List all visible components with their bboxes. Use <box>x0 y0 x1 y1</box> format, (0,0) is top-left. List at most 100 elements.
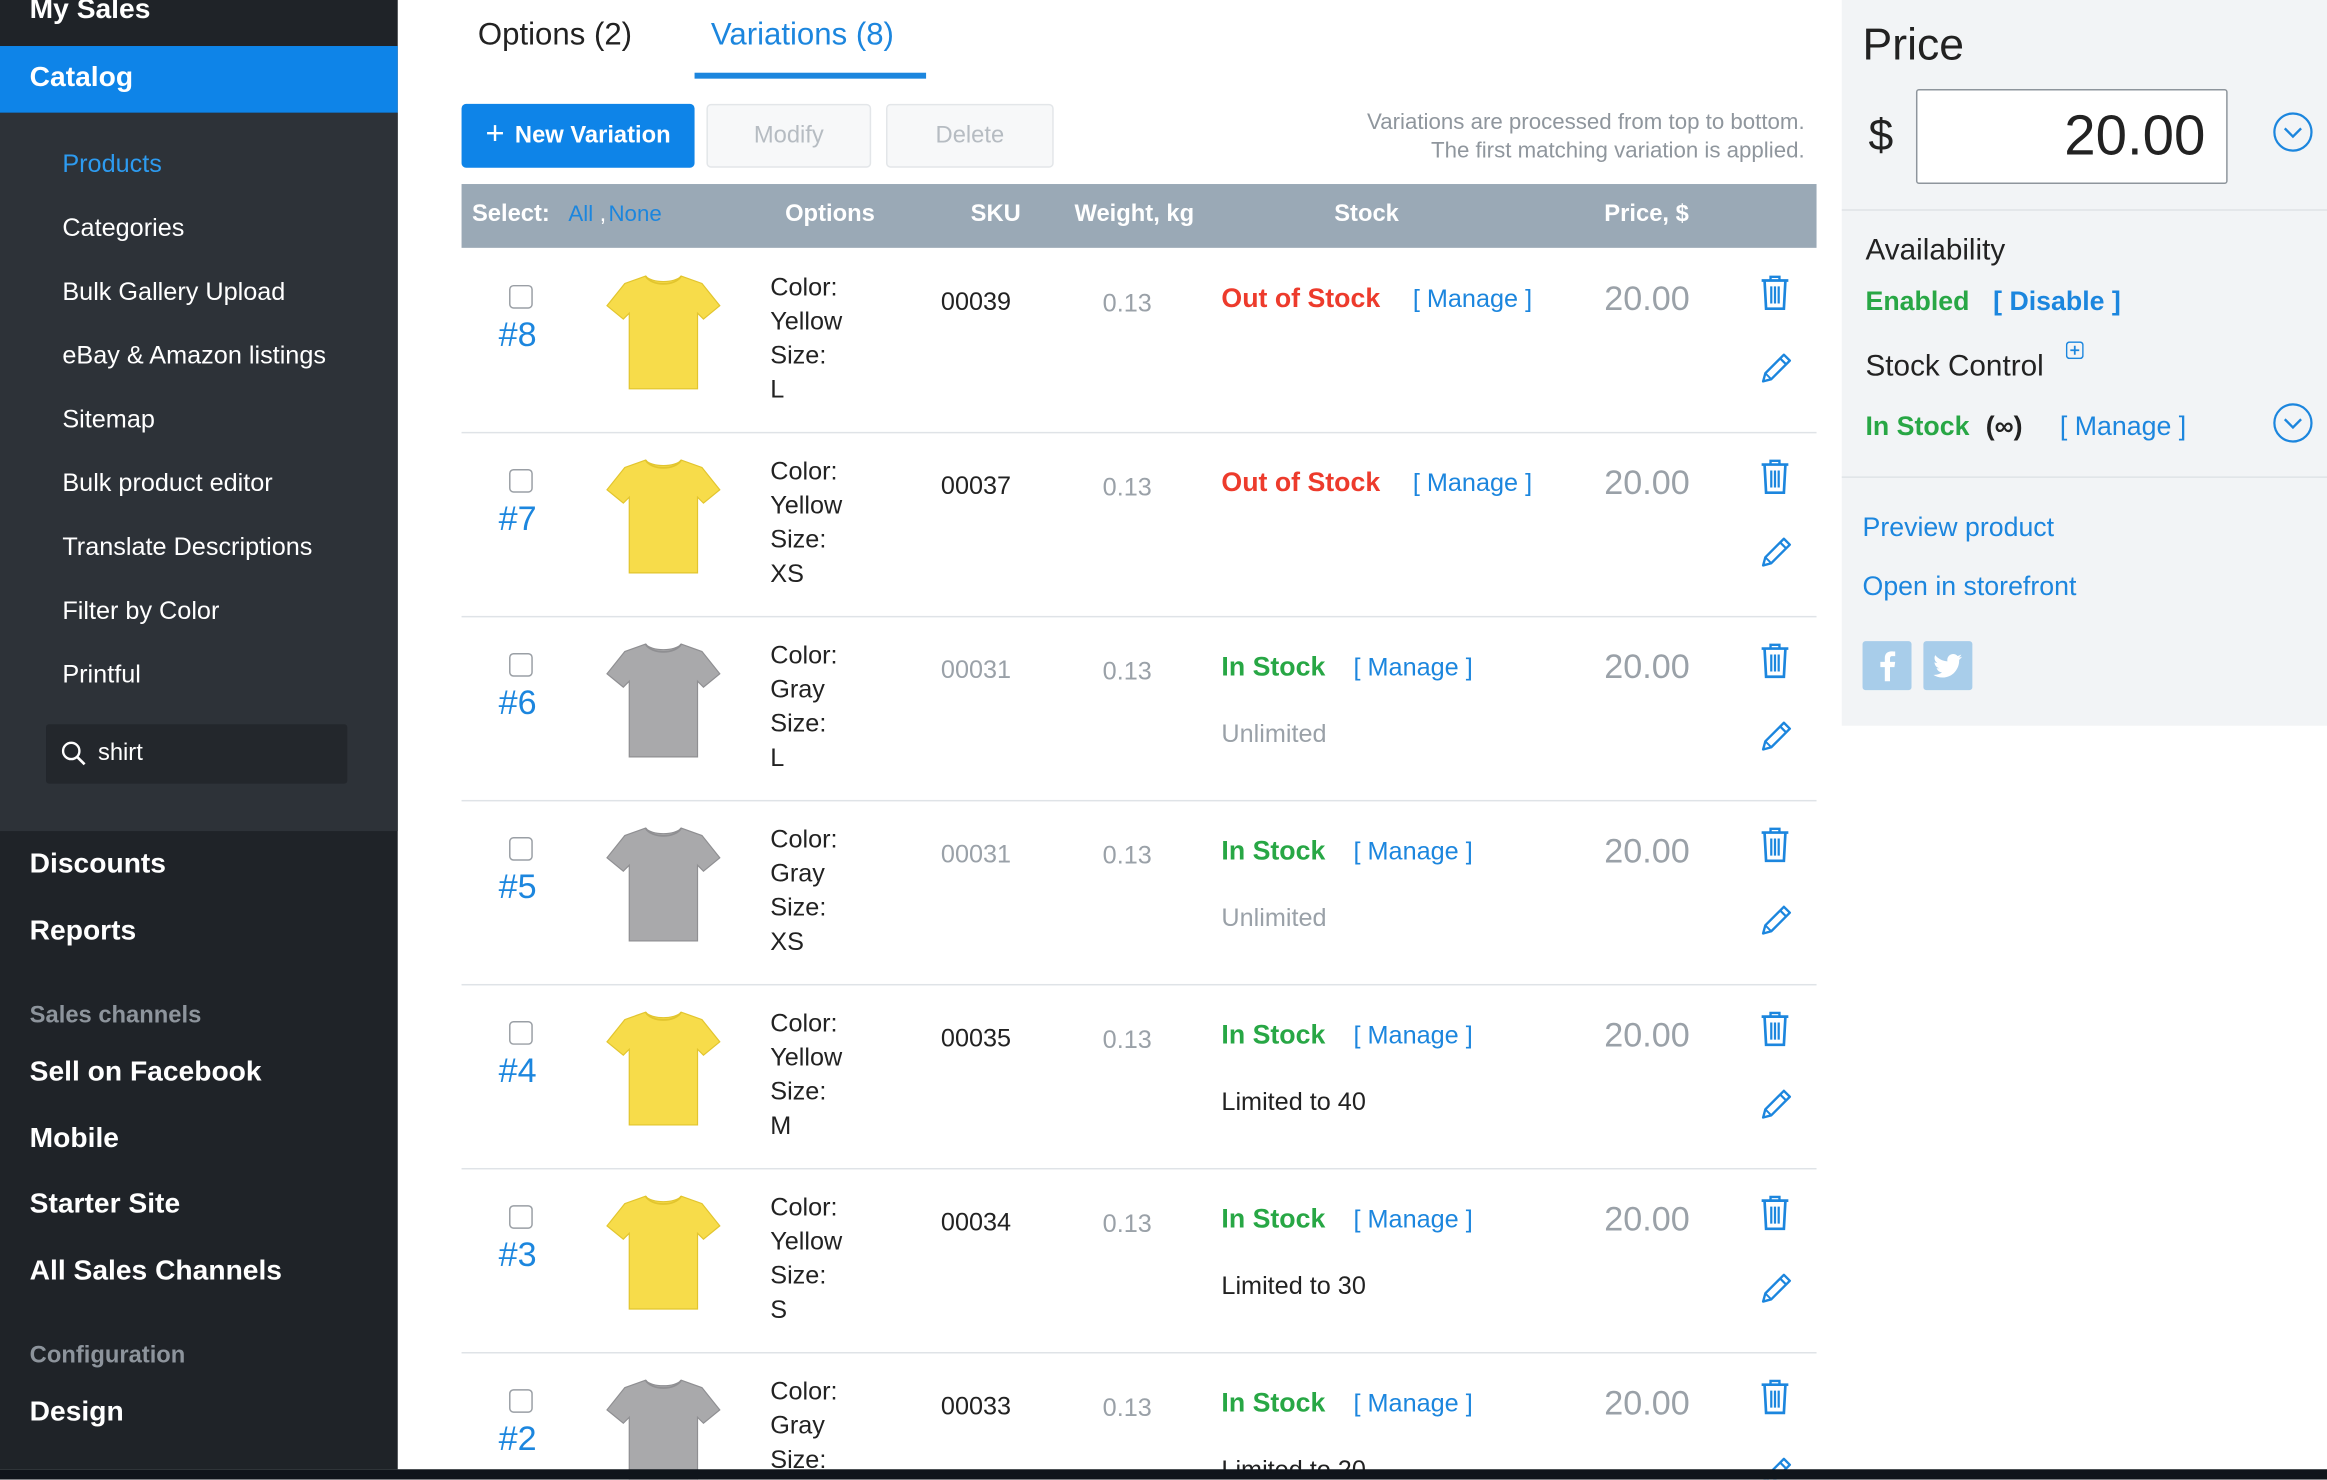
info-plus-icon[interactable] <box>2065 341 2084 360</box>
stock-status: In Stock <box>1865 411 1970 441</box>
sidebar-subitem-filter-by-color[interactable]: Filter by Color <box>62 596 220 625</box>
row-checkbox[interactable] <box>509 284 533 309</box>
column-header-sku: SKU <box>970 201 1021 228</box>
variation-sku: 00031 <box>940 655 1012 685</box>
trash-icon[interactable] <box>1759 273 1792 312</box>
pencil-icon[interactable] <box>1759 1270 1795 1306</box>
tab-options[interactable]: Options (2) <box>477 17 633 52</box>
sidebar-item-reports[interactable]: Reports <box>29 915 137 947</box>
row-checkbox[interactable] <box>509 1021 533 1045</box>
row-checkbox[interactable] <box>509 468 533 493</box>
trash-icon[interactable] <box>1759 1377 1792 1416</box>
twitter-share-button[interactable] <box>1923 641 1973 691</box>
option-color-value: Yellow <box>770 1043 843 1072</box>
pencil-icon[interactable] <box>1759 902 1795 938</box>
sidebar-item-discounts[interactable]: Discounts <box>29 848 167 881</box>
preview-product-link[interactable]: Preview product <box>1862 512 2055 542</box>
option-size-label: Size: <box>770 1445 827 1474</box>
plus-icon: + <box>485 114 505 152</box>
chevron-down-circle-icon[interactable] <box>2272 402 2314 444</box>
pencil-icon[interactable] <box>1759 718 1795 754</box>
trash-icon[interactable] <box>1759 457 1792 496</box>
row-checkbox[interactable] <box>509 653 533 677</box>
sidebar-item-starter-site[interactable]: Starter Site <box>29 1188 181 1220</box>
new-variation-button[interactable]: + New Variation <box>461 103 695 168</box>
sidebar-item-sell-on-facebook[interactable]: Sell on Facebook <box>29 1056 262 1088</box>
sidebar-subitem-translate-descriptions[interactable]: Translate Descriptions <box>62 532 313 561</box>
sidebar-section-configuration: Configuration <box>29 1343 186 1369</box>
variation-options: Color: Yellow Size: S <box>770 1190 904 1327</box>
stock-control-label: Stock Control <box>1865 350 2044 383</box>
sidebar-item-mobile[interactable]: Mobile <box>29 1123 119 1155</box>
option-size-value: M <box>770 1111 792 1140</box>
twitter-icon <box>1933 654 1962 678</box>
panel-divider <box>1841 476 2327 478</box>
facebook-share-button[interactable] <box>1862 641 1912 691</box>
stock-status: In Stock <box>1221 651 1326 682</box>
search-icon <box>61 741 86 766</box>
column-header-options: Options <box>785 201 875 228</box>
sidebar-subitem-categories[interactable]: Categories <box>62 213 185 242</box>
open-in-storefront-link[interactable]: Open in storefront <box>1862 571 2077 602</box>
disable-link[interactable]: [ Disable ] <box>1993 286 2121 317</box>
table-row[interactable]: #3 Color: Yellow Size: S 00034 0.13 In Stock [ M… <box>461 1169 1817 1354</box>
table-row[interactable]: #4 Color: Yellow Size: M 00035 0.13 In Stock [ M… <box>461 985 1817 1170</box>
manage-stock-link[interactable]: [ Manage ] <box>1412 284 1533 314</box>
sidebar-subitem-sitemap[interactable]: Sitemap <box>62 405 155 434</box>
option-color-value: Gray <box>770 1411 825 1440</box>
select-none-link[interactable]: None <box>608 201 662 228</box>
trash-icon[interactable] <box>1759 1193 1792 1232</box>
variation-number: #6 <box>498 682 537 722</box>
trash-icon[interactable] <box>1759 641 1792 680</box>
manage-stock-link[interactable]: [ Manage ] <box>1353 1021 1473 1050</box>
manage-stock-link[interactable]: [ Manage ] <box>1353 837 1473 866</box>
tab-variations[interactable]: Variations (8) <box>710 17 894 52</box>
row-checkbox[interactable] <box>509 1389 533 1413</box>
manage-stock-link[interactable]: [ Manage ] <box>1412 468 1533 498</box>
variation-sku: 00034 <box>940 1208 1012 1237</box>
pencil-icon[interactable] <box>1759 350 1795 386</box>
sidebar-search <box>46 724 348 784</box>
row-checkbox[interactable] <box>509 1205 533 1229</box>
price-input[interactable] <box>1915 89 2228 185</box>
variation-sku: 00039 <box>940 287 1012 317</box>
select-all-link[interactable]: All <box>568 201 594 228</box>
sidebar-subitem-bulk-gallery-upload[interactable]: Bulk Gallery Upload <box>62 277 286 306</box>
sidebar-item-all-sales-channels[interactable]: All Sales Channels <box>29 1255 283 1287</box>
sidebar-subitem-ebay-amazon[interactable]: eBay & Amazon listings <box>62 341 326 370</box>
pencil-icon[interactable] <box>1759 534 1795 570</box>
sidebar-subitem-printful[interactable]: Printful <box>62 660 141 689</box>
table-row[interactable]: #6 Color: Gray Size: L 00031 0.13 In Stock [ Man… <box>461 617 1817 802</box>
variation-options: Color: Gray Size: <box>770 1374 904 1476</box>
pencil-icon[interactable] <box>1759 1086 1795 1122</box>
trash-icon[interactable] <box>1759 825 1792 864</box>
option-color-value: Gray <box>770 675 825 704</box>
modify-button[interactable]: Modify <box>706 103 872 168</box>
manage-stock-link[interactable]: [ Manage ] <box>1353 1389 1473 1418</box>
chevron-down-circle-icon[interactable] <box>2272 111 2314 153</box>
sidebar-item-design[interactable]: Design <box>29 1396 124 1428</box>
manage-stock-link[interactable]: [ Manage ] <box>1353 653 1473 682</box>
catalog-submenu: Products Categories Bulk Gallery Upload … <box>0 112 398 832</box>
manage-stock-link[interactable]: [ Manage ] <box>1353 1205 1473 1234</box>
table-row[interactable]: #7 Color: Yellow Size: XS 00037 0.13 Out of Sto… <box>461 433 1817 618</box>
sidebar-subitem-products[interactable]: Products <box>62 149 162 179</box>
table-row[interactable]: #5 Color: Gray Size: XS 00031 0.13 In Stock [ Ma… <box>461 801 1817 986</box>
column-header-stock: Stock <box>1334 201 1399 228</box>
sidebar-item-my-sales[interactable]: My Sales <box>29 0 151 26</box>
option-color-value: Gray <box>770 859 825 888</box>
variation-weight: 0.13 <box>1102 289 1152 318</box>
variation-number: #7 <box>498 498 537 538</box>
sidebar-subitem-bulk-product-editor[interactable]: Bulk product editor <box>62 468 273 498</box>
sidebar-item-catalog[interactable]: Catalog <box>0 46 398 113</box>
option-size-label: Size: <box>770 1261 827 1290</box>
stock-infinity: (∞) <box>1985 411 2023 441</box>
trash-icon[interactable] <box>1759 1009 1792 1048</box>
table-row[interactable]: #8 Color: Yellow Size: L 00039 0.13 Out of Stoc… <box>461 249 1817 434</box>
delete-button[interactable]: Delete <box>886 103 1054 168</box>
stock-manage-link[interactable]: [ Manage ] <box>2059 411 2187 441</box>
row-checkbox[interactable] <box>509 837 533 861</box>
table-row[interactable]: #2 Color: Gray Size: 00033 0.13 In Stock [ Mana… <box>462 1353 1817 1480</box>
sidebar-search-input[interactable] <box>97 736 336 772</box>
stock-status: In Stock <box>1221 1387 1326 1418</box>
